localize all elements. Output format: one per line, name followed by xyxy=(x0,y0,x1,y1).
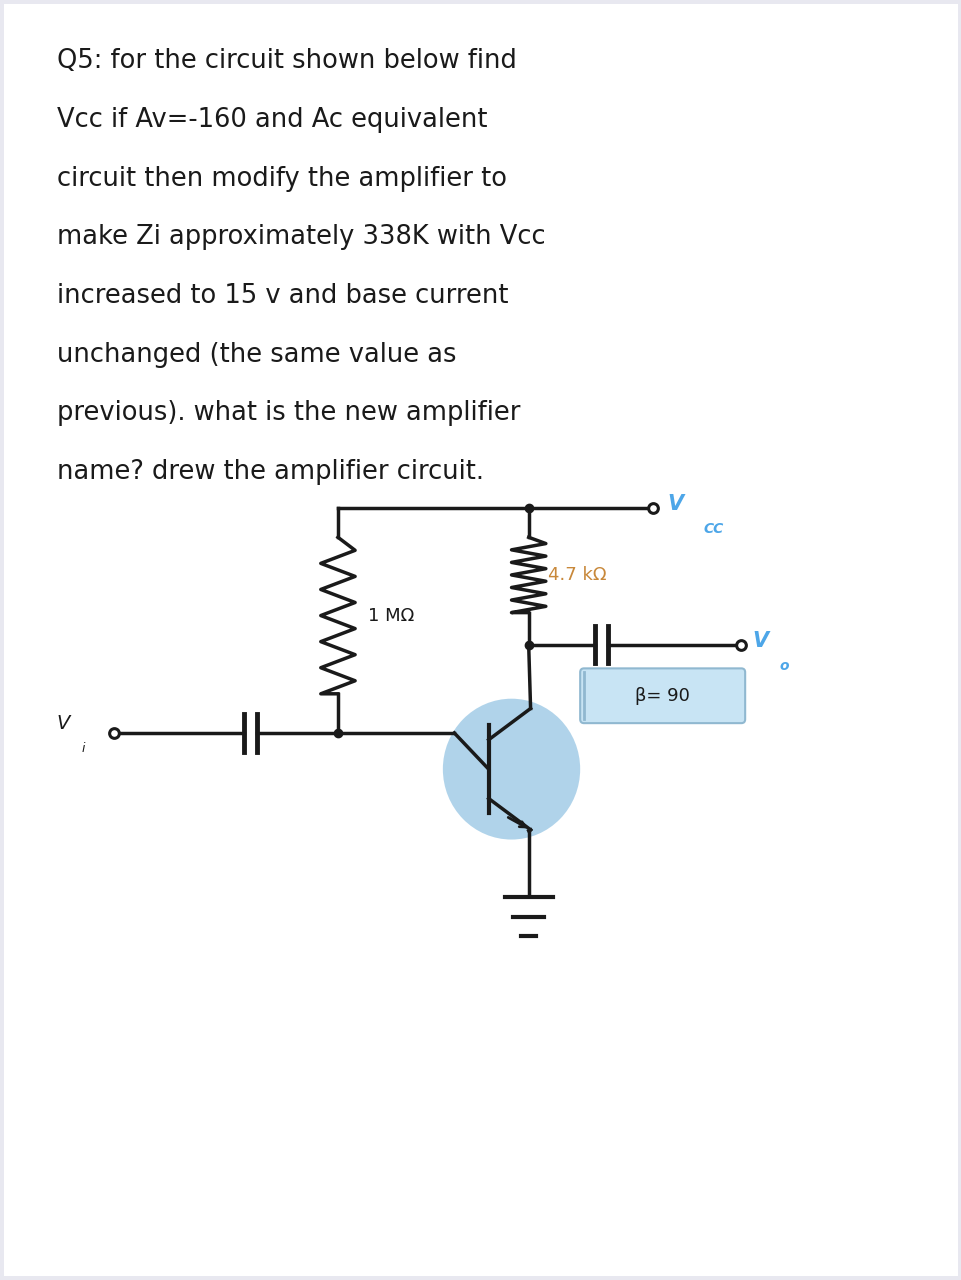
Text: CC: CC xyxy=(702,522,723,536)
Text: circuit then modify the amplifier to: circuit then modify the amplifier to xyxy=(57,165,506,192)
Text: V: V xyxy=(57,714,70,732)
Text: o: o xyxy=(778,659,788,673)
Text: unchanged (the same value as: unchanged (the same value as xyxy=(57,342,456,367)
Circle shape xyxy=(442,699,579,840)
Text: 1 MΩ: 1 MΩ xyxy=(368,607,414,625)
FancyBboxPatch shape xyxy=(579,668,745,723)
Text: V: V xyxy=(752,631,768,652)
Text: 4.7 kΩ: 4.7 kΩ xyxy=(547,566,605,584)
Text: previous). what is the new amplifier: previous). what is the new amplifier xyxy=(57,401,520,426)
Text: V: V xyxy=(666,494,682,515)
Text: make Zi approximately 338K with Vcc: make Zi approximately 338K with Vcc xyxy=(57,224,545,251)
Text: β= 90: β= 90 xyxy=(634,687,689,705)
Text: Vcc if Av=-160 and Ac equivalent: Vcc if Av=-160 and Ac equivalent xyxy=(57,106,486,133)
Text: i: i xyxy=(82,742,85,755)
Text: name? drew the amplifier circuit.: name? drew the amplifier circuit. xyxy=(57,460,483,485)
Text: Q5: for the circuit shown below find: Q5: for the circuit shown below find xyxy=(57,49,516,74)
Text: increased to 15 v and base current: increased to 15 v and base current xyxy=(57,283,507,308)
